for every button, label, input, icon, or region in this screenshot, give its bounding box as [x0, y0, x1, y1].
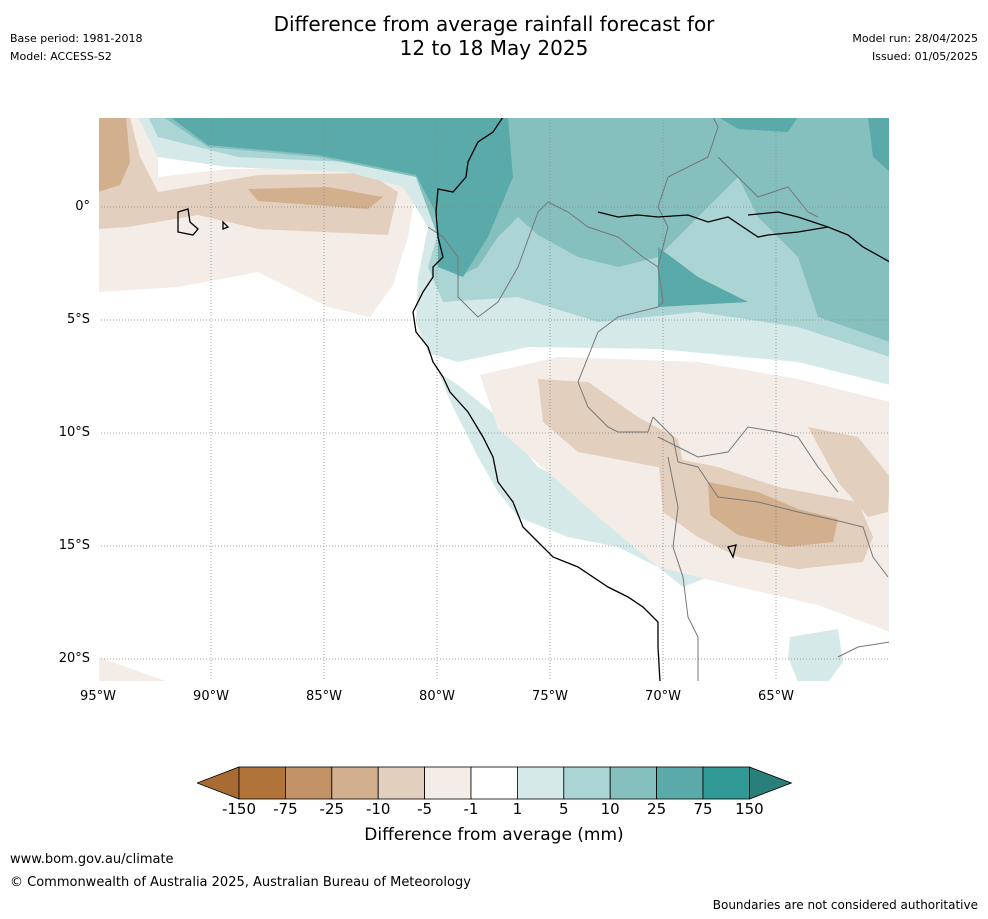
colorbar-segment: [609, 766, 658, 800]
wet-region-4: [170, 117, 890, 307]
lon-label-70w: 70°W: [645, 689, 681, 704]
dry-region-far-south: [98, 657, 168, 682]
lon-label-75w: 75°W: [532, 689, 568, 704]
lat-label-10s: 10°S: [58, 425, 90, 440]
footer-copyright: © Commonwealth of Australia 2025, Austra…: [10, 875, 471, 890]
colorbar: [197, 766, 793, 800]
dry-region-land-core: [708, 482, 838, 547]
colorbar-segment: [702, 766, 750, 800]
lat-label-0: 0°: [75, 199, 90, 214]
rainfall-anomaly-map: [98, 117, 890, 682]
colorbar-title: Difference from average (mm): [364, 825, 624, 845]
lon-label-95w: 95°W: [80, 689, 116, 704]
issued-text: Issued: 01/05/2025: [871, 50, 978, 63]
lon-label-80w: 80°W: [419, 689, 455, 704]
colorbar-tick-label: 75: [693, 800, 713, 818]
colorbar-arrow-high: [749, 766, 793, 800]
colorbar-tick-label: -75: [273, 800, 298, 818]
colorbar-tick-label: 25: [647, 800, 667, 818]
wet-region-3: [163, 117, 890, 342]
colorbar-tick-label: 5: [559, 800, 569, 818]
colorbar-segment: [238, 766, 286, 800]
title-line-1: Difference from average rainfall forecas…: [273, 12, 715, 36]
colorbar-segment: [656, 766, 704, 800]
colorbar-tick-label: -5: [417, 800, 433, 818]
colorbar-tick-label: -1: [463, 800, 479, 818]
map-title: Difference from average rainfall forecas…: [0, 12, 988, 60]
lat-label-15s: 15°S: [58, 538, 90, 553]
meta-right: Model run: 28/04/2025 Issued: 01/05/2025: [852, 30, 978, 66]
meta-left: Base period: 1981-2018 Model: ACCESS-S2: [10, 30, 142, 66]
colorbar-segment: [424, 766, 472, 800]
graticule: [98, 117, 890, 682]
base-period-text: Base period: 1981-2018: [10, 32, 143, 45]
map-frame: [98, 117, 890, 682]
colorbar-tick-label: 10: [600, 800, 620, 818]
colorbar-tick-label: -25: [319, 800, 345, 818]
lat-label-20s: 20°S: [58, 651, 90, 666]
wet-region-south: [788, 629, 843, 682]
footer-url[interactable]: www.bom.gov.au/climate: [10, 852, 174, 867]
colorbar-tick-label: -10: [365, 800, 391, 818]
colorbar-tick-label: 150: [735, 800, 764, 818]
colorbar-tick-label: 1: [512, 800, 523, 818]
colorbar-segment: [377, 766, 425, 800]
lon-label-85w: 85°W: [306, 689, 342, 704]
model-run-text: Model run: 28/04/2025: [852, 32, 978, 45]
colorbar-arrow-low: [197, 766, 240, 800]
colorbar-tick-label: -150: [221, 800, 257, 818]
coastline: [177, 117, 890, 682]
colorbar-segment: [470, 766, 518, 800]
colorbar-segment: [331, 766, 379, 800]
model-text: Model: ACCESS-S2: [10, 50, 112, 63]
country-borders: [427, 117, 890, 682]
dry-region-ocean-core: [98, 117, 383, 209]
footer-disclaimer: Boundaries are not considered authoritat…: [712, 898, 978, 912]
colorbar-segment: [285, 766, 333, 800]
lat-label-5s: 5°S: [66, 312, 90, 327]
colorbar-segment: [563, 766, 611, 800]
lon-label-90w: 90°W: [193, 689, 229, 704]
title-line-2: 12 to 18 May 2025: [399, 36, 589, 60]
lon-label-65w: 65°W: [758, 689, 794, 704]
colorbar-segment: [516, 766, 565, 800]
